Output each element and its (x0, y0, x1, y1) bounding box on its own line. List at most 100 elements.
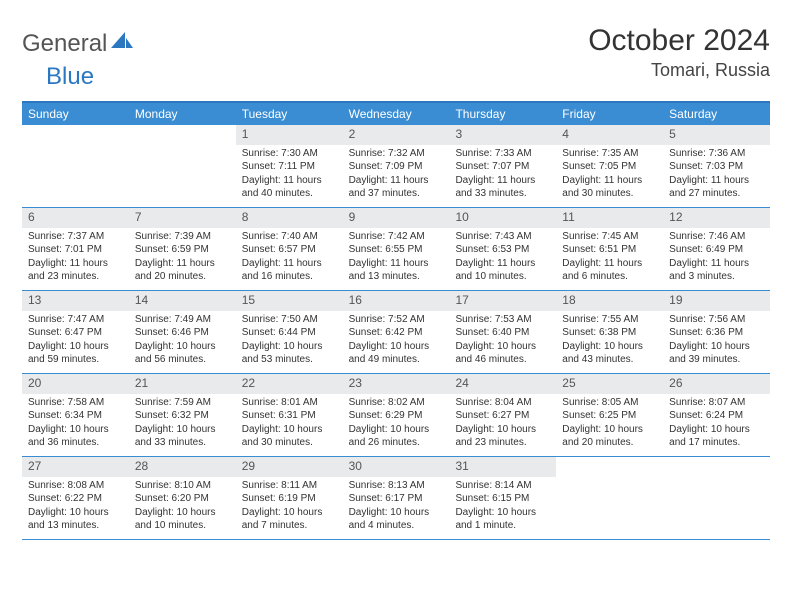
day-content: Sunrise: 8:14 AMSunset: 6:15 PMDaylight:… (449, 477, 556, 537)
day-number: 12 (663, 208, 770, 228)
day-cell (663, 457, 770, 539)
day-header: Monday (129, 103, 236, 125)
day-number: 10 (449, 208, 556, 228)
day-number: 18 (556, 291, 663, 311)
weeks-container: 1Sunrise: 7:30 AMSunset: 7:11 PMDaylight… (22, 125, 770, 540)
day-cell: 6Sunrise: 7:37 AMSunset: 7:01 PMDaylight… (22, 208, 129, 290)
day-content: Sunrise: 7:56 AMSunset: 6:36 PMDaylight:… (663, 311, 770, 371)
day-cell: 3Sunrise: 7:33 AMSunset: 7:07 PMDaylight… (449, 125, 556, 207)
day-content: Sunrise: 7:32 AMSunset: 7:09 PMDaylight:… (343, 145, 450, 205)
day-cell: 14Sunrise: 7:49 AMSunset: 6:46 PMDayligh… (129, 291, 236, 373)
day-cell: 1Sunrise: 7:30 AMSunset: 7:11 PMDaylight… (236, 125, 343, 207)
logo-text-2: Blue (46, 63, 94, 91)
day-number: 1 (236, 125, 343, 145)
day-content: Sunrise: 7:43 AMSunset: 6:53 PMDaylight:… (449, 228, 556, 288)
day-number: 6 (22, 208, 129, 228)
day-cell: 28Sunrise: 8:10 AMSunset: 6:20 PMDayligh… (129, 457, 236, 539)
day-cell: 26Sunrise: 8:07 AMSunset: 6:24 PMDayligh… (663, 374, 770, 456)
day-number: 15 (236, 291, 343, 311)
day-header: Wednesday (343, 103, 450, 125)
day-number: 13 (22, 291, 129, 311)
title-block: October 2024 Tomari, Russia (588, 24, 770, 81)
day-number: 25 (556, 374, 663, 394)
day-content: Sunrise: 8:02 AMSunset: 6:29 PMDaylight:… (343, 394, 450, 454)
logo-text-1: General (22, 30, 107, 58)
day-number: 9 (343, 208, 450, 228)
day-content: Sunrise: 7:50 AMSunset: 6:44 PMDaylight:… (236, 311, 343, 371)
day-number: 14 (129, 291, 236, 311)
day-cell: 29Sunrise: 8:11 AMSunset: 6:19 PMDayligh… (236, 457, 343, 539)
day-cell: 9Sunrise: 7:42 AMSunset: 6:55 PMDaylight… (343, 208, 450, 290)
day-number: 27 (22, 457, 129, 477)
day-header: Friday (556, 103, 663, 125)
month-title: October 2024 (588, 24, 770, 58)
day-number: 16 (343, 291, 450, 311)
day-cell: 10Sunrise: 7:43 AMSunset: 6:53 PMDayligh… (449, 208, 556, 290)
calendar-page: General October 2024 Tomari, Russia Blue… (0, 0, 792, 540)
day-header: Tuesday (236, 103, 343, 125)
calendar: SundayMondayTuesdayWednesdayThursdayFrid… (22, 101, 770, 540)
day-content: Sunrise: 8:07 AMSunset: 6:24 PMDaylight:… (663, 394, 770, 454)
day-number: 19 (663, 291, 770, 311)
day-content: Sunrise: 7:33 AMSunset: 7:07 PMDaylight:… (449, 145, 556, 205)
day-cell (556, 457, 663, 539)
day-content: Sunrise: 7:46 AMSunset: 6:49 PMDaylight:… (663, 228, 770, 288)
day-content: Sunrise: 7:37 AMSunset: 7:01 PMDaylight:… (22, 228, 129, 288)
day-cell: 19Sunrise: 7:56 AMSunset: 6:36 PMDayligh… (663, 291, 770, 373)
day-cell: 20Sunrise: 7:58 AMSunset: 6:34 PMDayligh… (22, 374, 129, 456)
location: Tomari, Russia (588, 60, 770, 81)
day-content: Sunrise: 7:52 AMSunset: 6:42 PMDaylight:… (343, 311, 450, 371)
day-cell: 4Sunrise: 7:35 AMSunset: 7:05 PMDaylight… (556, 125, 663, 207)
week-row: 1Sunrise: 7:30 AMSunset: 7:11 PMDaylight… (22, 125, 770, 208)
day-header: Saturday (663, 103, 770, 125)
day-content: Sunrise: 7:45 AMSunset: 6:51 PMDaylight:… (556, 228, 663, 288)
day-number: 21 (129, 374, 236, 394)
day-number: 11 (556, 208, 663, 228)
day-cell: 11Sunrise: 7:45 AMSunset: 6:51 PMDayligh… (556, 208, 663, 290)
logo: General (22, 24, 133, 58)
day-cell: 31Sunrise: 8:14 AMSunset: 6:15 PMDayligh… (449, 457, 556, 539)
day-cell: 17Sunrise: 7:53 AMSunset: 6:40 PMDayligh… (449, 291, 556, 373)
day-number: 5 (663, 125, 770, 145)
day-cell: 30Sunrise: 8:13 AMSunset: 6:17 PMDayligh… (343, 457, 450, 539)
day-cell: 5Sunrise: 7:36 AMSunset: 7:03 PMDaylight… (663, 125, 770, 207)
day-cell (129, 125, 236, 207)
day-content: Sunrise: 7:40 AMSunset: 6:57 PMDaylight:… (236, 228, 343, 288)
week-row: 27Sunrise: 8:08 AMSunset: 6:22 PMDayligh… (22, 457, 770, 540)
day-number: 26 (663, 374, 770, 394)
day-cell: 7Sunrise: 7:39 AMSunset: 6:59 PMDaylight… (129, 208, 236, 290)
day-content: Sunrise: 7:49 AMSunset: 6:46 PMDaylight:… (129, 311, 236, 371)
day-number: 30 (343, 457, 450, 477)
day-cell: 27Sunrise: 8:08 AMSunset: 6:22 PMDayligh… (22, 457, 129, 539)
day-content: Sunrise: 7:55 AMSunset: 6:38 PMDaylight:… (556, 311, 663, 371)
day-cell: 25Sunrise: 8:05 AMSunset: 6:25 PMDayligh… (556, 374, 663, 456)
day-number: 23 (343, 374, 450, 394)
day-content: Sunrise: 8:05 AMSunset: 6:25 PMDaylight:… (556, 394, 663, 454)
day-content: Sunrise: 8:13 AMSunset: 6:17 PMDaylight:… (343, 477, 450, 537)
day-cell: 13Sunrise: 7:47 AMSunset: 6:47 PMDayligh… (22, 291, 129, 373)
day-cell: 2Sunrise: 7:32 AMSunset: 7:09 PMDaylight… (343, 125, 450, 207)
day-number: 28 (129, 457, 236, 477)
day-content: Sunrise: 7:42 AMSunset: 6:55 PMDaylight:… (343, 228, 450, 288)
day-content: Sunrise: 8:10 AMSunset: 6:20 PMDaylight:… (129, 477, 236, 537)
day-cell: 12Sunrise: 7:46 AMSunset: 6:49 PMDayligh… (663, 208, 770, 290)
day-number: 31 (449, 457, 556, 477)
day-number: 29 (236, 457, 343, 477)
week-row: 13Sunrise: 7:47 AMSunset: 6:47 PMDayligh… (22, 291, 770, 374)
day-content: Sunrise: 8:08 AMSunset: 6:22 PMDaylight:… (22, 477, 129, 537)
day-cell: 21Sunrise: 7:59 AMSunset: 6:32 PMDayligh… (129, 374, 236, 456)
day-content: Sunrise: 7:36 AMSunset: 7:03 PMDaylight:… (663, 145, 770, 205)
day-cell: 24Sunrise: 8:04 AMSunset: 6:27 PMDayligh… (449, 374, 556, 456)
day-content: Sunrise: 8:01 AMSunset: 6:31 PMDaylight:… (236, 394, 343, 454)
day-content: Sunrise: 7:35 AMSunset: 7:05 PMDaylight:… (556, 145, 663, 205)
day-cell (22, 125, 129, 207)
day-cell: 16Sunrise: 7:52 AMSunset: 6:42 PMDayligh… (343, 291, 450, 373)
day-cell: 18Sunrise: 7:55 AMSunset: 6:38 PMDayligh… (556, 291, 663, 373)
day-content: Sunrise: 7:39 AMSunset: 6:59 PMDaylight:… (129, 228, 236, 288)
day-content: Sunrise: 7:47 AMSunset: 6:47 PMDaylight:… (22, 311, 129, 371)
day-cell: 8Sunrise: 7:40 AMSunset: 6:57 PMDaylight… (236, 208, 343, 290)
day-content: Sunrise: 7:59 AMSunset: 6:32 PMDaylight:… (129, 394, 236, 454)
day-content: Sunrise: 8:04 AMSunset: 6:27 PMDaylight:… (449, 394, 556, 454)
day-content: Sunrise: 7:58 AMSunset: 6:34 PMDaylight:… (22, 394, 129, 454)
day-header-row: SundayMondayTuesdayWednesdayThursdayFrid… (22, 103, 770, 125)
